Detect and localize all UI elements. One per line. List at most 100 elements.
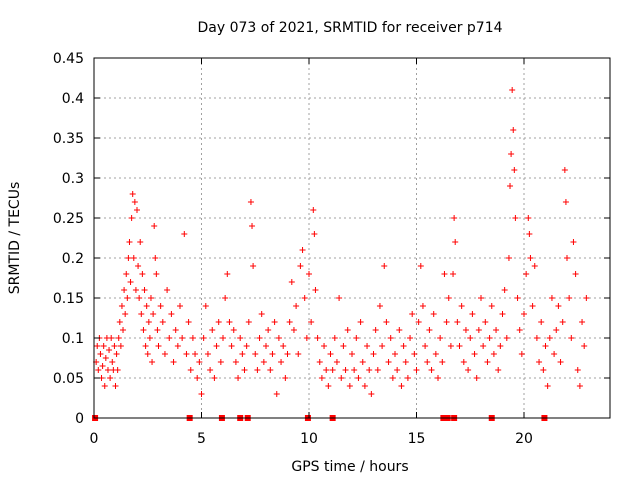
- data-point: [548, 295, 555, 301]
- data-point: [121, 287, 128, 293]
- data-point: [155, 343, 162, 349]
- data-point: [301, 295, 308, 301]
- data-point: [258, 311, 265, 317]
- x-tick-label: 0: [90, 431, 99, 447]
- data-point: [430, 311, 437, 317]
- data-point: [137, 239, 144, 245]
- data-point: [299, 247, 306, 253]
- data-point: [131, 199, 138, 205]
- data-point: [325, 383, 332, 389]
- data-point: [139, 271, 146, 277]
- data-point: [284, 351, 291, 357]
- data-point: [396, 327, 403, 333]
- data-point: [510, 127, 517, 133]
- data-point: [136, 295, 143, 301]
- data-point: [344, 327, 351, 333]
- data-point: [465, 367, 472, 373]
- data-point: [114, 367, 121, 373]
- data-point: [417, 263, 424, 269]
- data-point: [526, 231, 533, 237]
- data-point: [168, 311, 175, 317]
- data-point: [153, 271, 160, 277]
- data-point: [241, 367, 248, 373]
- data-point: [512, 215, 519, 221]
- data-point: [561, 167, 568, 173]
- data-point: [387, 335, 394, 341]
- data-point: [441, 271, 448, 277]
- data-point: [333, 359, 340, 365]
- data-point: [144, 351, 151, 357]
- data-point: [209, 327, 216, 333]
- data-point: [439, 359, 446, 365]
- data-point: [308, 319, 315, 325]
- data-point: [351, 367, 358, 373]
- data-point: [150, 311, 157, 317]
- data-point: [507, 183, 514, 189]
- data-point: [555, 303, 562, 309]
- data-point: [428, 367, 435, 373]
- data-point: [495, 367, 502, 373]
- data-point: [166, 335, 173, 341]
- x-tick-label: 20: [515, 431, 533, 447]
- data-point: [202, 303, 209, 309]
- data-point: [311, 231, 318, 237]
- data-point: [100, 343, 107, 349]
- data-point: [338, 375, 345, 381]
- data-point: [108, 335, 115, 341]
- data-point: [187, 367, 194, 373]
- data-point: [286, 319, 293, 325]
- data-point: [217, 359, 224, 365]
- data-point: [177, 303, 183, 309]
- x-tick-label: 10: [300, 431, 318, 447]
- data-point: [263, 343, 269, 349]
- data-point: [230, 327, 237, 333]
- data-point: [245, 319, 252, 325]
- data-point: [106, 347, 113, 353]
- data-point: [152, 255, 159, 261]
- data-point: [340, 343, 347, 349]
- y-tick-label: 0.2: [62, 251, 84, 267]
- data-point: [157, 303, 164, 309]
- data-point: [147, 295, 154, 301]
- y-tick-label: 0.05: [53, 371, 84, 387]
- y-tick-label: 0.25: [53, 211, 84, 227]
- data-point: [145, 319, 152, 325]
- data-point: [570, 239, 577, 245]
- data-point: [129, 191, 136, 197]
- data-point: [164, 287, 171, 293]
- data-point: [364, 343, 371, 349]
- chart-title: Day 073 of 2021, SRMTID for receiver p71…: [197, 20, 502, 36]
- data-point: [488, 303, 495, 309]
- data-point: [123, 271, 130, 277]
- data-point: [372, 327, 379, 333]
- data-point: [113, 351, 120, 357]
- data-point: [404, 375, 411, 381]
- data-point: [117, 343, 124, 349]
- data-point: [566, 295, 573, 301]
- data-point: [327, 351, 334, 357]
- data-point: [409, 311, 416, 317]
- data-point: [192, 351, 199, 357]
- data-point: [471, 351, 478, 357]
- data-point: [107, 375, 114, 381]
- data-point: [314, 335, 321, 341]
- data-point: [447, 343, 454, 349]
- data-points: [93, 87, 590, 397]
- data-point: [181, 231, 188, 237]
- data-point: [303, 335, 310, 341]
- data-point: [116, 319, 123, 325]
- data-point: [374, 367, 381, 373]
- data-point: [278, 359, 285, 365]
- data-point: [293, 303, 300, 309]
- data-point: [353, 335, 360, 341]
- data-point: [109, 359, 116, 365]
- data-point: [102, 355, 109, 361]
- data-point: [250, 263, 257, 269]
- data-point: [462, 327, 469, 333]
- data-point: [516, 327, 523, 333]
- data-point: [389, 375, 396, 381]
- data-point: [243, 343, 250, 349]
- data-point: [542, 343, 549, 349]
- data-point: [499, 311, 506, 317]
- data-point: [99, 363, 106, 369]
